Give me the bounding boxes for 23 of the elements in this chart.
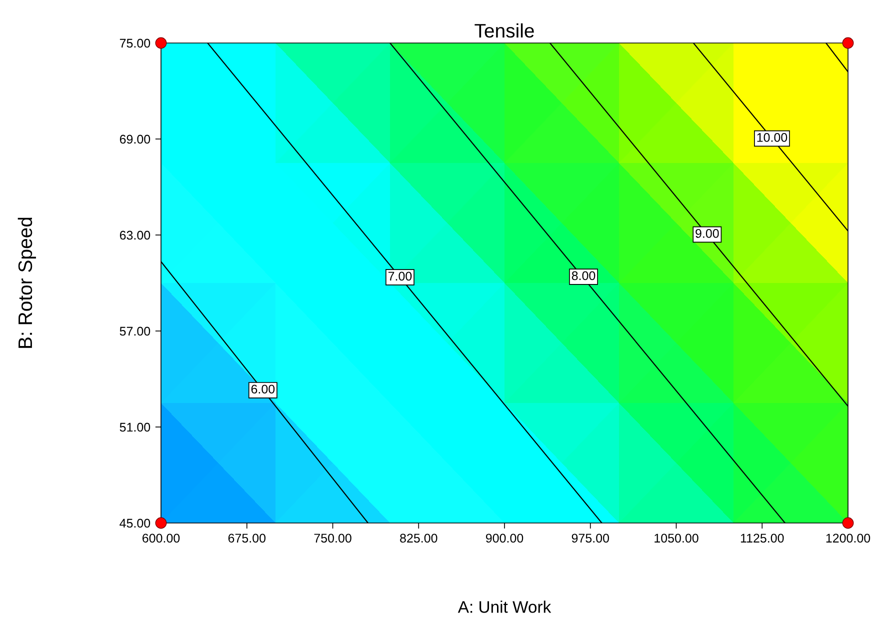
x-axis-title: A: Unit Work xyxy=(458,600,552,613)
chart-title: Tensile xyxy=(474,23,534,38)
y-axis-title: B: Rotor Speed xyxy=(18,218,36,348)
y-tick-label: 63.00 xyxy=(120,230,150,240)
x-tick-label: 600.00 xyxy=(142,534,180,543)
annotation: 6.00 xyxy=(251,384,275,394)
y-tick-label: 69.00 xyxy=(120,134,150,144)
x-tick-label: 825.00 xyxy=(400,534,438,543)
x-tick-label: 675.00 xyxy=(228,534,266,543)
y-tick-label: 45.00 xyxy=(120,518,150,528)
x-tick-label: 1050.00 xyxy=(654,534,698,543)
annotation: 10.00 xyxy=(757,133,788,142)
annotation: 9.00 xyxy=(696,229,719,238)
annotation: 7.00 xyxy=(388,272,412,281)
x-tick-label: 900.00 xyxy=(486,534,524,543)
annotation: 8.00 xyxy=(572,271,596,280)
y-tick-label: 75.00 xyxy=(120,38,150,48)
x-tick-label: 750.00 xyxy=(314,534,352,543)
x-tick-label: 975.00 xyxy=(572,534,610,543)
x-tick-label: 1125.00 xyxy=(740,534,784,543)
y-tick-label: 57.00 xyxy=(120,326,150,336)
y-tick-label: 51.00 xyxy=(120,422,150,432)
x-tick-label: 1200.00 xyxy=(826,534,870,543)
